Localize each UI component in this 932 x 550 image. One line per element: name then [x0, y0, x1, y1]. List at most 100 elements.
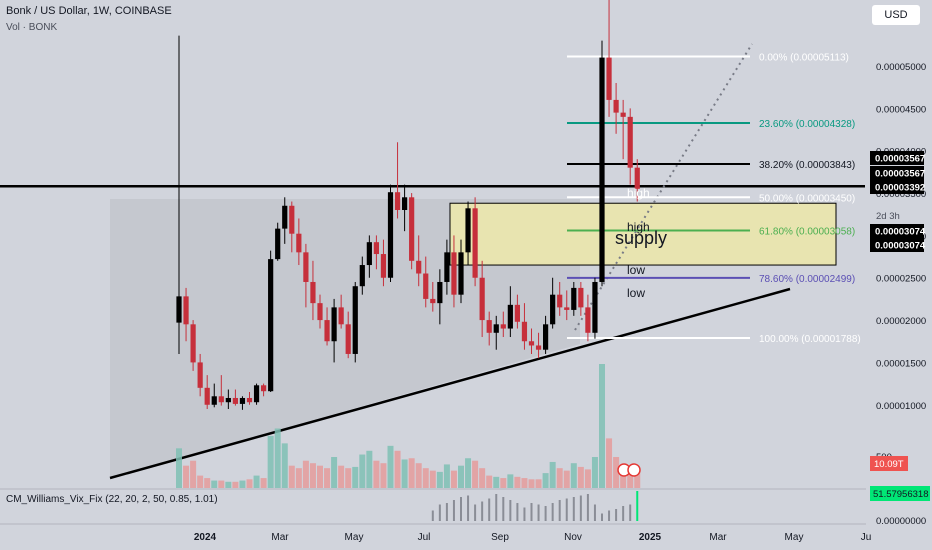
volume-bar: [514, 476, 521, 488]
vix-bar: [572, 497, 575, 521]
volume-bar: [281, 443, 288, 488]
candle-body: [402, 197, 408, 210]
volume-bar: [570, 463, 577, 488]
currency-button[interactable]: USD: [872, 5, 920, 25]
candle-body: [437, 281, 443, 304]
y-tick-label: 0.00003500: [876, 189, 926, 200]
support-trendline: [109, 287, 791, 480]
vix-bar: [544, 506, 547, 521]
vix-bar: [537, 504, 540, 521]
price-box: [870, 238, 924, 252]
candle-body: [486, 320, 492, 333]
price-box-label: 0.00003567: [875, 154, 925, 165]
volume-bar: [324, 468, 331, 488]
vix-bar: [601, 513, 603, 521]
candle-body: [479, 277, 485, 321]
x-tick-label: Nov: [564, 532, 582, 543]
fib-label: 61.80% (0.00003058): [759, 226, 855, 237]
vix-bar: [431, 510, 434, 521]
volume-bar: [352, 466, 359, 488]
vix-bar: [608, 510, 611, 521]
high-label-2: high: [627, 220, 650, 234]
vix-bar: [636, 491, 639, 521]
volume-bar: [458, 465, 464, 488]
candle-body: [253, 385, 260, 403]
us-flag-icon: [627, 463, 641, 477]
volume-bar: [338, 465, 345, 488]
volume-bar: [563, 470, 570, 488]
vix-bar: [509, 500, 512, 521]
vix-zero-label: 0.00000000: [876, 516, 926, 527]
price-box-label: 0.00003074: [875, 227, 926, 238]
volume-bar: [599, 364, 605, 488]
volume-bar: [429, 470, 436, 488]
x-tick-label: Jul: [418, 532, 431, 543]
vix-bar: [622, 506, 625, 521]
vix-bar: [502, 497, 505, 521]
candle-body: [543, 324, 549, 350]
vix-bar: [438, 504, 441, 521]
volume-bar: [584, 469, 591, 488]
x-tick-label: 2025: [639, 532, 662, 543]
volume-bar: [190, 460, 197, 488]
vix-bar: [615, 509, 618, 521]
volume-bar: [225, 481, 232, 488]
volume-bar: [302, 460, 309, 488]
volume-bar: [422, 468, 429, 488]
candle-body: [535, 345, 542, 350]
volume-bar: [239, 480, 246, 488]
vix-bar: [551, 503, 554, 521]
price-box: [870, 224, 924, 238]
y-tick-label: 0.00004500: [876, 104, 926, 115]
vix-bar: [445, 503, 448, 521]
volume-bar: [606, 438, 613, 488]
candle-body: [246, 397, 253, 403]
projection-dotted-line: [574, 43, 753, 331]
volume-bar: [387, 445, 394, 488]
candle-body: [289, 205, 295, 234]
countdown-label: 2d 3h: [876, 211, 900, 222]
candle-body: [606, 57, 612, 100]
supply-label: supply: [615, 228, 668, 248]
fib-label: 0.00% (0.00005113): [759, 52, 849, 63]
volume-bar: [211, 480, 218, 488]
volume-bar: [176, 448, 182, 488]
vix-bar: [467, 495, 470, 521]
volume-bar: [436, 471, 443, 488]
y-tick-label: 0.00005000: [876, 62, 926, 73]
vix-tag-box: [870, 486, 930, 501]
volume-tag: 10.09T: [874, 459, 904, 470]
candle-body: [310, 281, 316, 304]
candle-body: [599, 57, 605, 282]
candle-body: [458, 252, 464, 295]
x-tick-label: Mar: [709, 532, 727, 543]
vix-bar: [523, 507, 526, 521]
volume-bar: [197, 475, 204, 488]
volume-bar: [408, 458, 415, 488]
fib-label: 78.60% (0.00002499): [759, 274, 855, 285]
indicator-label: CM_Williams_Vix_Fix (22, 20, 2, 50, 0.85…: [6, 494, 218, 505]
volume-tag-box: [870, 456, 908, 471]
candle-body: [380, 254, 387, 278]
candle-body: [204, 387, 210, 405]
candle-body: [190, 324, 196, 363]
candle-body: [387, 192, 394, 278]
volume-bar: [500, 478, 507, 488]
price-box: [870, 166, 924, 180]
vix-bar: [474, 504, 477, 521]
vix-bar: [452, 500, 455, 521]
volume-bar: [204, 478, 211, 488]
x-tick-label: Mar: [271, 532, 289, 543]
candle-body: [430, 298, 436, 304]
volume-bar: [274, 428, 281, 488]
fib-label: 50.00% (0.00003450): [759, 193, 855, 204]
volume-bar: [317, 465, 323, 488]
price-box: [870, 180, 924, 194]
candle-body: [465, 208, 471, 253]
volume-bar: [620, 465, 627, 488]
candle-body: [493, 324, 499, 333]
candle-body: [338, 307, 344, 325]
price-box-label: 0.00003392: [875, 183, 925, 194]
